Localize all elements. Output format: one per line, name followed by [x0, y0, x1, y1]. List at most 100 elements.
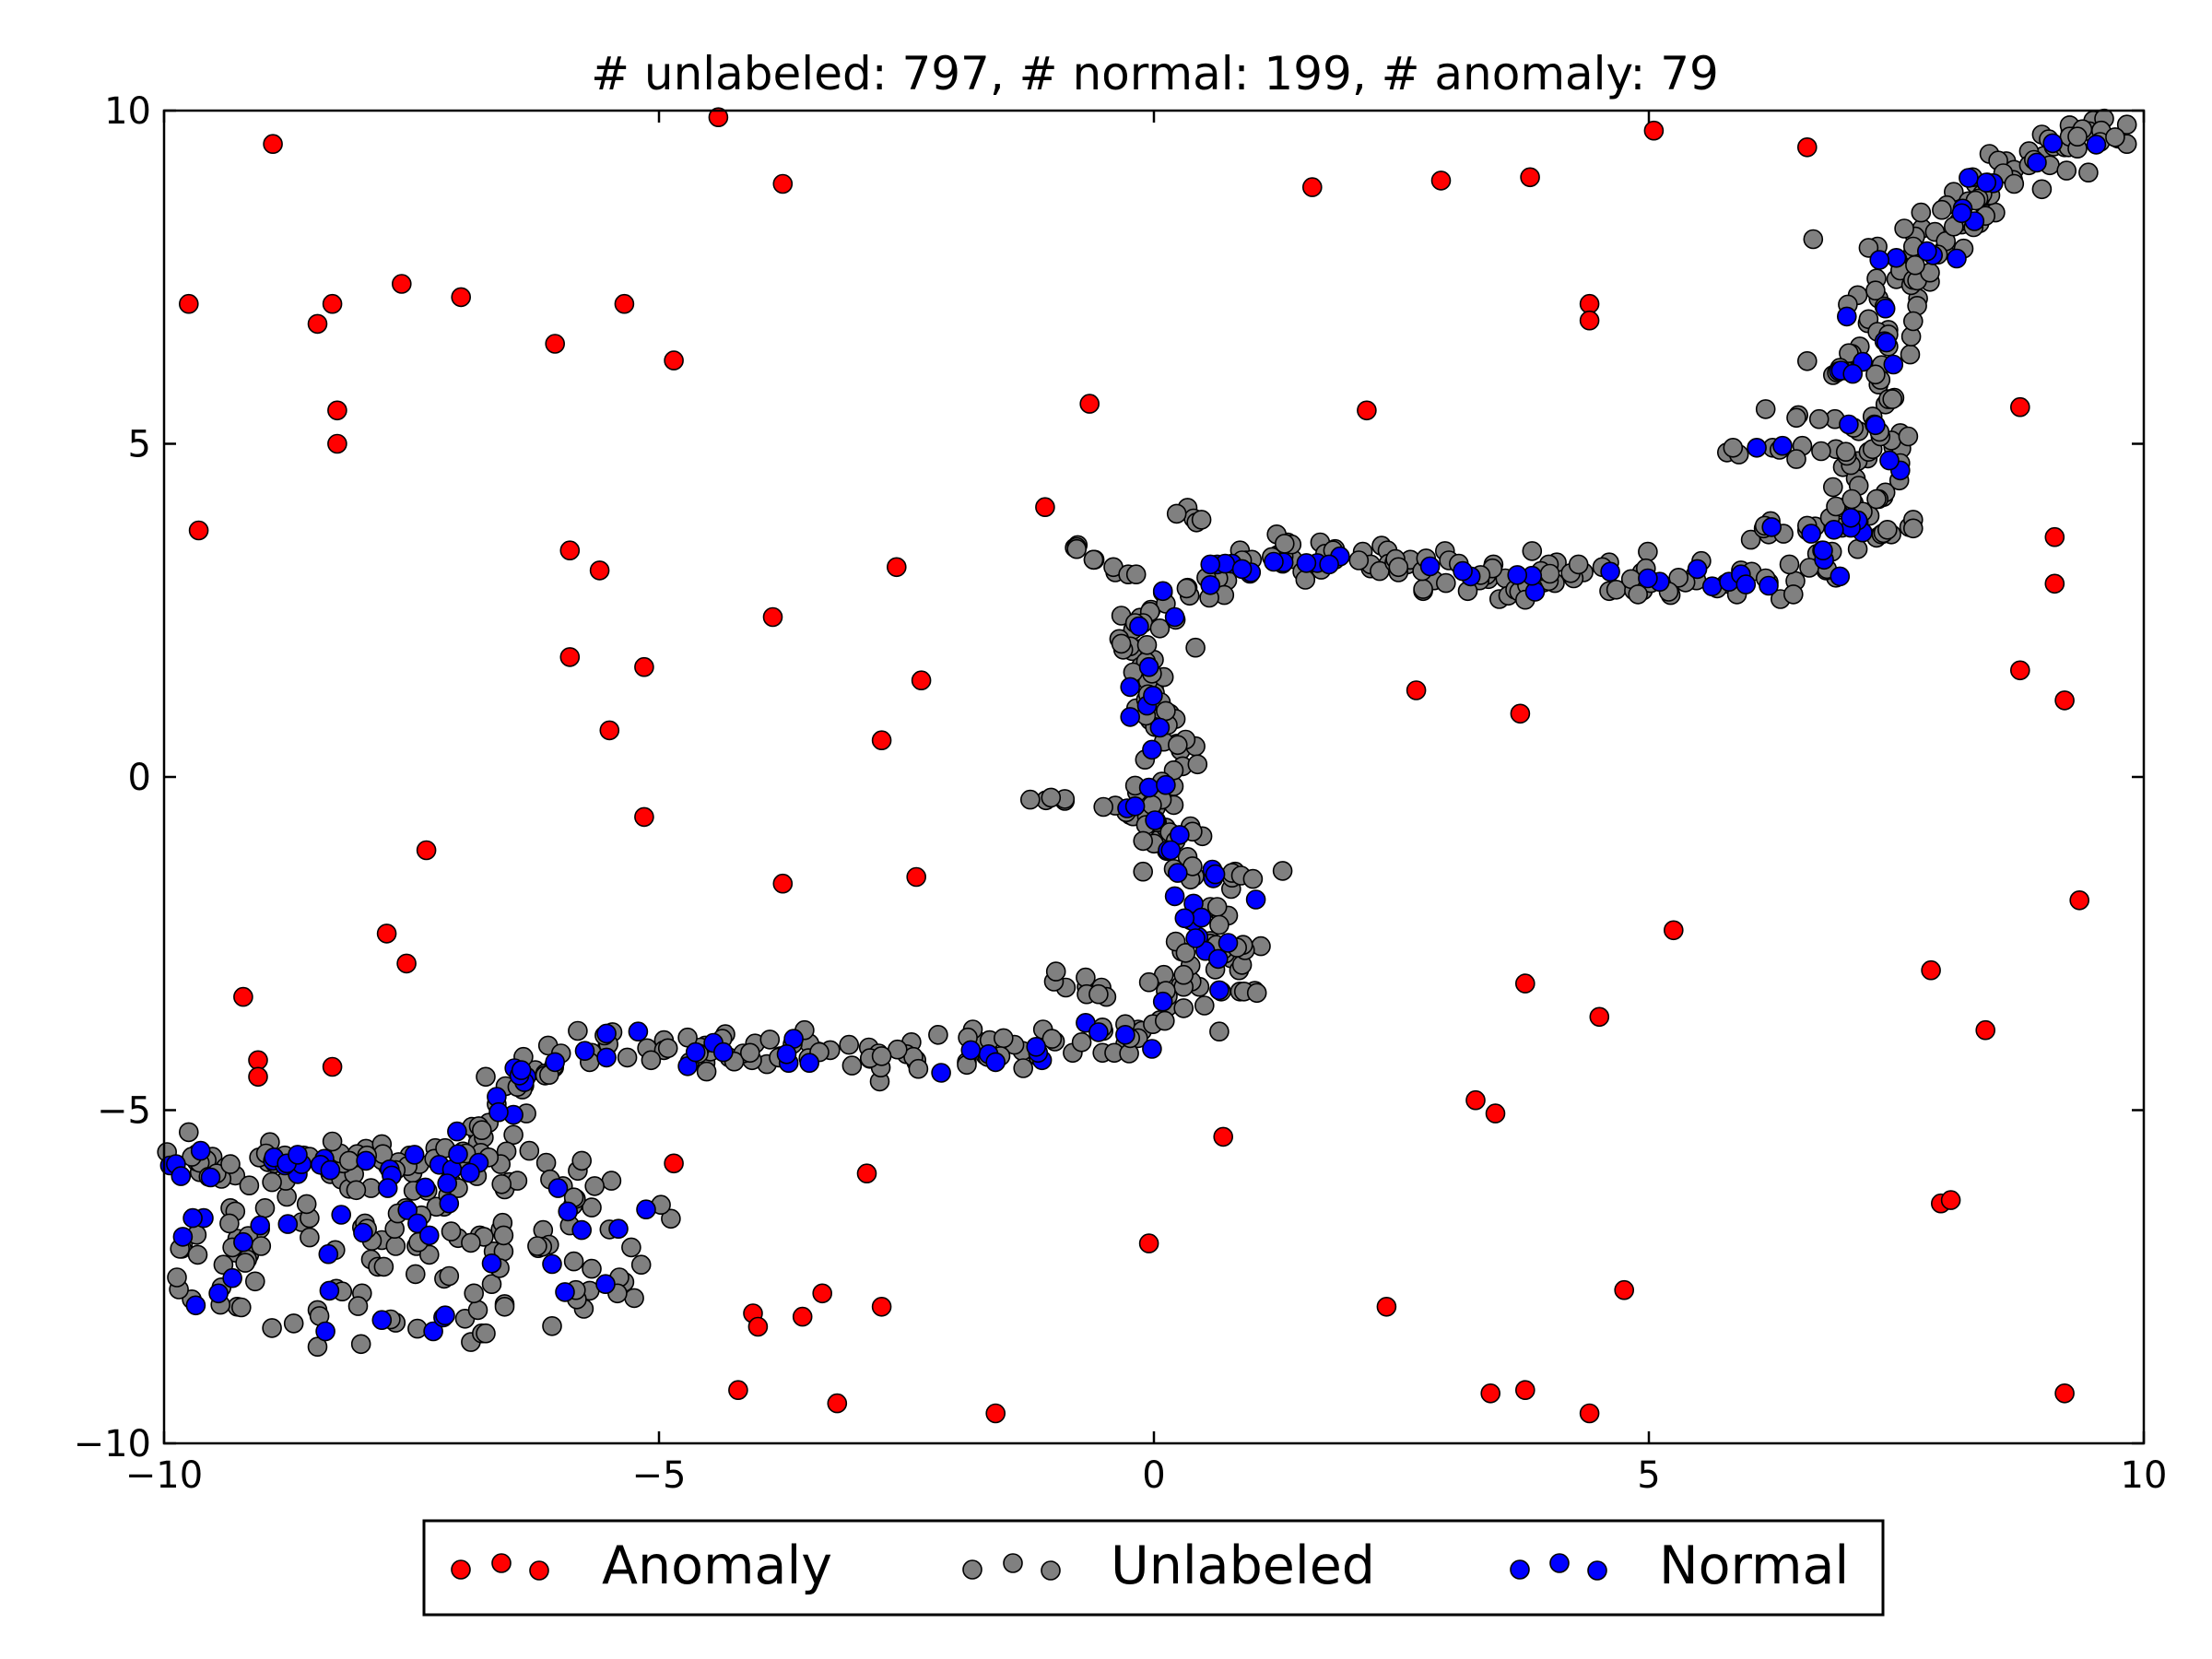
normal-point [353, 1222, 373, 1243]
unlabeled-point [1041, 787, 1062, 808]
unlabeled-point [1797, 350, 1818, 371]
normal-point [172, 1227, 194, 1247]
normal-point [377, 1178, 398, 1198]
anomaly-point [2044, 526, 2065, 547]
normal-point [1951, 203, 1972, 224]
unlabeled-point [347, 1296, 369, 1316]
unlabeled-point [1093, 796, 1113, 818]
y-tick-label: 10 [104, 90, 151, 133]
chart-title: # unlabeled: 797, # normal: 199, # anoma… [591, 47, 1719, 100]
unlabeled-point [467, 1300, 488, 1321]
unlabeled-point [527, 1236, 547, 1256]
unlabeled-point [385, 1236, 406, 1256]
anomaly-point [559, 540, 581, 561]
unlabeled-point [1295, 570, 1316, 590]
normal-point [1170, 825, 1190, 845]
unlabeled-point [346, 1180, 367, 1201]
unlabeled-point [759, 1030, 781, 1050]
unlabeled-point [641, 1050, 662, 1071]
anomaly-point [391, 274, 412, 294]
unlabeled-point [1905, 254, 1925, 276]
normal-point [1185, 928, 1206, 948]
anomaly-point [1579, 310, 1600, 331]
normal-point [415, 1177, 436, 1198]
anomaly-point [985, 1403, 1006, 1424]
unlabeled-point [179, 1122, 199, 1143]
normal-point [1772, 435, 1793, 456]
normal-point [1830, 566, 1851, 587]
normal-point [1837, 306, 1857, 327]
anomaly-point [322, 1056, 343, 1077]
unlabeled-point [1894, 218, 1914, 239]
unlabeled-point [1111, 633, 1132, 654]
unlabeled-point [1076, 967, 1096, 988]
normal-point [555, 1282, 575, 1302]
normal-point [542, 1253, 562, 1275]
unlabeled-point [1865, 364, 1886, 385]
anomaly-point [772, 173, 794, 194]
normal-point [1877, 332, 1897, 353]
unlabeled-point [1168, 735, 1188, 756]
unlabeled-point [1866, 488, 1887, 510]
unlabeled-point [1847, 538, 1868, 559]
unlabeled-point [1066, 538, 1087, 559]
unlabeled-point [307, 1336, 328, 1357]
anomaly-point [1664, 920, 1684, 941]
unlabeled-point [373, 1256, 394, 1277]
unlabeled-point [1194, 995, 1215, 1016]
normal-point [185, 1295, 206, 1316]
normal-point [1156, 774, 1176, 795]
unlabeled-point [418, 1244, 440, 1265]
normal-point [1813, 540, 1833, 561]
unlabeled-point [1149, 618, 1171, 639]
normal-point [397, 1200, 418, 1220]
anomaly-point [327, 433, 347, 454]
normal-point [1026, 1037, 1046, 1057]
unlabeled-point [405, 1264, 426, 1285]
unlabeled-point [1436, 572, 1456, 594]
unlabeled-point [1071, 1032, 1092, 1053]
unlabeled-point [630, 1254, 652, 1275]
unlabeled-point [1246, 982, 1267, 1004]
anomaly-point [772, 873, 794, 894]
x-tick-label: 10 [2121, 1454, 2168, 1497]
normal-point [571, 1219, 593, 1241]
normal-point [200, 1167, 221, 1188]
unlabeled-point [1865, 280, 1886, 301]
unlabeled-point [1522, 541, 1543, 561]
unlabeled-point [841, 1055, 863, 1076]
normal-point [1638, 568, 1658, 589]
unlabeled-point [491, 1174, 512, 1194]
normal-point [1507, 565, 1527, 585]
normal-point [558, 1201, 579, 1222]
unlabeled-point [1166, 503, 1187, 524]
normal-point [1218, 933, 1239, 953]
normal-point [636, 1199, 656, 1219]
normal-point [320, 1159, 341, 1181]
unlabeled-point [542, 1316, 562, 1336]
normal-point [511, 1060, 532, 1080]
y-tick-label: −10 [74, 1423, 151, 1465]
normal-point [628, 1021, 649, 1041]
unlabeled-point [1811, 441, 1831, 462]
normal-point [1200, 554, 1220, 575]
normal-point [1687, 559, 1708, 580]
unlabeled-point [1191, 510, 1212, 530]
anomaly-point [1302, 177, 1323, 197]
unlabeled-point [235, 1253, 255, 1273]
unlabeled-point [1242, 868, 1264, 889]
normal-point [1152, 581, 1173, 602]
unlabeled-point [1155, 1010, 1175, 1031]
x-tick-label: 0 [1142, 1454, 1165, 1497]
normal-point [1319, 554, 1339, 575]
unlabeled-point [338, 1150, 359, 1171]
legend-anomaly-marker [491, 1553, 512, 1573]
unlabeled-point [1638, 541, 1658, 562]
legend: Anomaly Unlabeled Normal [422, 1519, 1885, 1617]
normal-point [331, 1205, 352, 1225]
normal-point [319, 1280, 340, 1301]
unlabeled-point [1187, 754, 1208, 775]
normal-point [596, 1023, 617, 1044]
anomaly-point [1480, 1383, 1500, 1404]
unlabeled-point [624, 1288, 644, 1309]
